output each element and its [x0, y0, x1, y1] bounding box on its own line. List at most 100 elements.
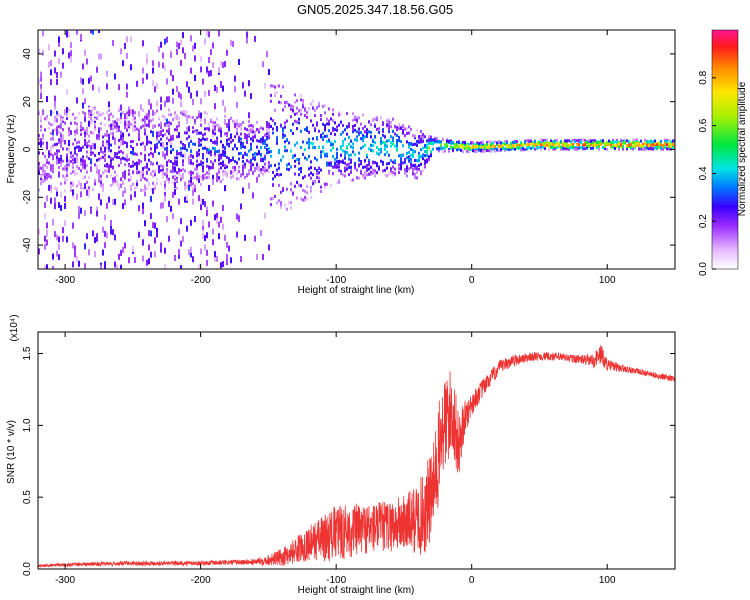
heatmap-cell — [102, 188, 104, 192]
heatmap-cell — [112, 119, 114, 126]
heatmap-cell — [184, 181, 186, 185]
heatmap-cell — [364, 159, 366, 163]
heatmap-cell — [274, 174, 276, 178]
heatmap-cell — [166, 96, 168, 103]
heatmap-cell — [148, 118, 150, 125]
heatmap-cell — [532, 146, 534, 150]
heatmap-cell — [358, 116, 360, 120]
heatmap-cell — [200, 198, 202, 205]
heatmap-cell — [366, 131, 368, 135]
heatmap-cell — [368, 130, 370, 134]
heatmap-cell — [436, 139, 438, 143]
heatmap-cell — [268, 122, 270, 129]
heatmap-cell — [364, 143, 366, 147]
heatmap-cell — [362, 133, 364, 137]
heatmap-cell — [550, 143, 552, 147]
heatmap-cell — [264, 156, 266, 160]
heatmap-cell — [84, 49, 86, 56]
heatmap-cell — [110, 156, 112, 160]
heatmap-cell — [332, 172, 334, 176]
heatmap-cell — [190, 92, 192, 99]
heatmap-cell — [222, 163, 224, 167]
heatmap-cell — [130, 64, 132, 71]
heatmap-cell — [416, 128, 418, 132]
heatmap-cell — [462, 143, 464, 147]
heatmap-cell — [58, 125, 60, 132]
heatmap-cell — [188, 135, 190, 139]
heatmap-cell — [48, 173, 50, 177]
heatmap-cell — [286, 187, 288, 191]
heatmap-cell — [148, 99, 150, 106]
heatmap-cell — [480, 147, 482, 151]
heatmap-cell — [44, 117, 46, 121]
heatmap-cell — [174, 166, 176, 173]
heatmap-cell — [160, 142, 162, 146]
heatmap-cell — [426, 160, 428, 164]
heatmap-cell — [382, 140, 384, 144]
heatmap-cell — [96, 158, 98, 162]
heatmap-cell — [320, 135, 322, 139]
heatmap-cell — [390, 169, 392, 173]
spectrogram-y-tick-label: 40 — [22, 48, 33, 60]
heatmap-cell — [304, 195, 306, 199]
heatmap-cell — [210, 160, 212, 164]
heatmap-cell — [320, 155, 322, 159]
heatmap-cell — [128, 178, 130, 182]
heatmap-cell — [232, 138, 234, 142]
heatmap-cell — [372, 161, 374, 165]
heatmap-cell — [86, 170, 88, 174]
heatmap-cell — [486, 143, 488, 147]
heatmap-cell — [204, 121, 206, 125]
heatmap-cell — [350, 165, 352, 169]
heatmap-cell — [578, 143, 580, 147]
heatmap-cell — [660, 147, 662, 151]
heatmap-cell — [382, 121, 384, 125]
heatmap-cell — [336, 147, 338, 151]
heatmap-cell — [304, 108, 306, 112]
heatmap-cell — [206, 210, 208, 217]
heatmap-cell — [110, 220, 112, 227]
heatmap-cell — [110, 143, 112, 147]
heatmap-cell — [452, 141, 454, 145]
heatmap-cell — [658, 141, 660, 145]
heatmap-cell — [118, 155, 120, 159]
heatmap-cell — [196, 151, 198, 158]
heatmap-cell — [512, 140, 514, 144]
heatmap-cell — [178, 171, 180, 175]
heatmap-cell — [248, 119, 250, 123]
heatmap-cell — [420, 148, 422, 152]
heatmap-cell — [570, 140, 572, 144]
heatmap-cell — [162, 114, 164, 118]
heatmap-cell — [234, 159, 236, 163]
heatmap-cell — [374, 141, 376, 145]
heatmap-cell — [532, 142, 534, 146]
heatmap-cell — [166, 142, 168, 146]
heatmap-cell — [538, 146, 540, 150]
heatmap-cell — [272, 183, 274, 187]
heatmap-cell — [38, 141, 40, 145]
heatmap-cell — [234, 143, 236, 147]
heatmap-cell — [354, 138, 356, 142]
heatmap-cell — [70, 151, 72, 155]
heatmap-cell — [438, 140, 440, 144]
heatmap-cell — [368, 147, 370, 151]
heatmap-cell — [46, 115, 48, 119]
heatmap-cell — [102, 151, 104, 155]
heatmap-cell — [142, 239, 144, 246]
heatmap-cell — [202, 146, 204, 150]
heatmap-cell — [92, 119, 94, 123]
heatmap-cell — [214, 85, 216, 92]
heatmap-cell — [652, 142, 654, 146]
heatmap-cell — [230, 176, 232, 180]
heatmap-cell — [84, 164, 86, 168]
heatmap-cell — [488, 144, 490, 148]
heatmap-cell — [168, 177, 170, 181]
heatmap-cell — [396, 143, 398, 147]
heatmap-cell — [172, 191, 174, 198]
heatmap-cell — [286, 101, 288, 105]
heatmap-cell — [184, 110, 186, 114]
heatmap-cell — [232, 170, 234, 174]
heatmap-cell — [140, 174, 142, 178]
heatmap-cell — [654, 141, 656, 145]
heatmap-cell — [118, 138, 120, 142]
